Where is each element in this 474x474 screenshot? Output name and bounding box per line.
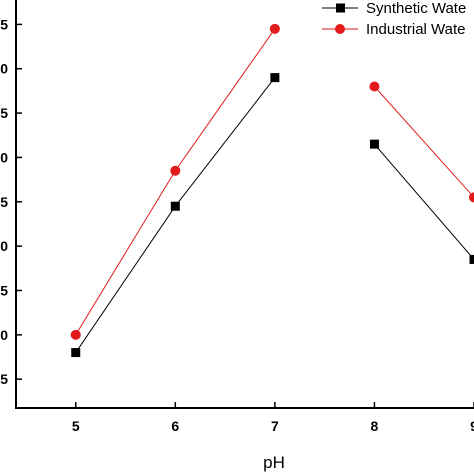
y-tick-label: 5 [0, 105, 8, 121]
x-axis-title: pH [263, 453, 285, 472]
legend-label: Industrial Wate [366, 21, 466, 38]
x-tick-label: 9 [470, 418, 474, 434]
series-line [374, 143, 474, 260]
y-tick-label: 0 [0, 61, 8, 77]
legend-label: Synthetic Wate [366, 0, 466, 17]
y-tick-label: 0 [0, 149, 8, 165]
legend-marker [335, 24, 345, 34]
data-point [369, 139, 379, 149]
y-tick-label: 5 [0, 194, 8, 210]
x-tick-label: 7 [271, 418, 279, 434]
legend: Synthetic Wate Industrial Wate [322, 0, 466, 38]
data-point [170, 165, 181, 176]
data-point [71, 348, 81, 358]
x-tick-label: 6 [171, 418, 179, 434]
data-point [469, 254, 474, 264]
y-tick-label: 0 [0, 327, 8, 343]
series-line [75, 28, 276, 336]
y-tick-label: 5 [0, 282, 8, 298]
x-tick-label: 8 [371, 418, 379, 434]
y-tick-label: 5 [0, 16, 8, 32]
series-line [75, 77, 276, 353]
data-point [70, 329, 81, 340]
data-point [170, 201, 180, 211]
series-line [374, 86, 474, 198]
data-point [269, 23, 280, 34]
legend-marker [336, 3, 345, 13]
data-point [469, 192, 474, 203]
y-tick-label: 5 [0, 371, 8, 387]
y-tick-label: 0 [0, 238, 8, 254]
data-point [270, 73, 280, 83]
data-point [369, 81, 380, 92]
x-tick-label: 5 [72, 418, 80, 434]
